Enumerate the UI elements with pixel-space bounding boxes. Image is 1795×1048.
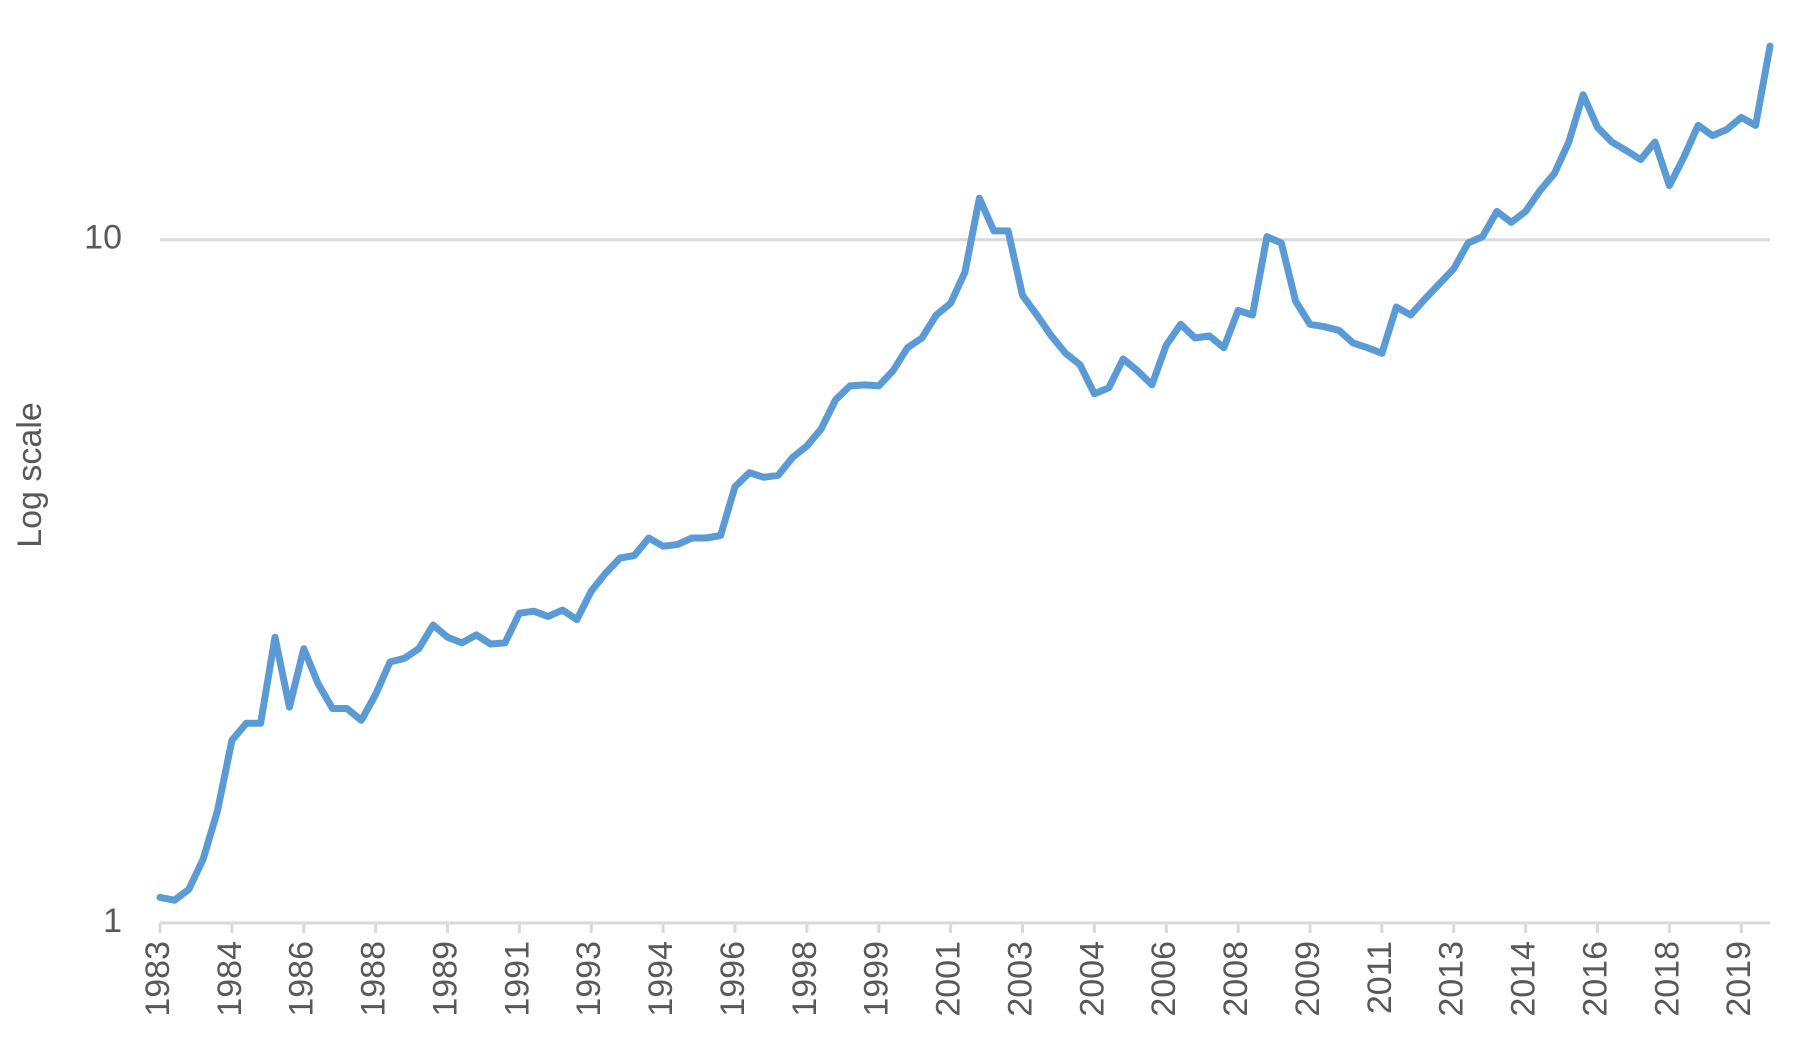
- y-tick-label: 10: [84, 219, 122, 257]
- x-tick-label: 2009: [1289, 941, 1327, 1017]
- x-tick-label: 1998: [786, 941, 824, 1017]
- x-tick-label: 2016: [1576, 941, 1614, 1017]
- x-tick-label: 2018: [1648, 941, 1686, 1017]
- x-tick-label: 2003: [1001, 941, 1039, 1017]
- x-tick-label: 2011: [1361, 941, 1399, 1014]
- x-tick-label: 1983: [139, 941, 177, 1017]
- x-tick-label: 1996: [714, 941, 752, 1017]
- x-tick-label: 2019: [1720, 941, 1758, 1017]
- y-tick-label: 1: [103, 902, 122, 940]
- x-tick-label: 2006: [1145, 941, 1183, 1017]
- x-tick-label: 2008: [1217, 941, 1255, 1017]
- x-tick-label: 1991: [498, 941, 536, 1017]
- x-tick-label: 1986: [283, 941, 321, 1017]
- x-tick-label: 2014: [1505, 941, 1543, 1017]
- x-tick-label: 1988: [355, 941, 393, 1017]
- x-tick-label: 1984: [211, 941, 249, 1017]
- x-tick-label: 1993: [570, 941, 608, 1017]
- x-tick-label: 1999: [858, 941, 896, 1017]
- x-tick-label: 2013: [1433, 941, 1471, 1017]
- y-axis-title: Log scale: [11, 402, 49, 548]
- line-series: [156, 42, 1774, 904]
- x-tick-label: 2004: [1073, 941, 1111, 1017]
- x-tick-label: 1989: [426, 941, 464, 1017]
- x-tick-label: 2001: [930, 941, 968, 1017]
- x-tick-label: 1994: [642, 941, 680, 1017]
